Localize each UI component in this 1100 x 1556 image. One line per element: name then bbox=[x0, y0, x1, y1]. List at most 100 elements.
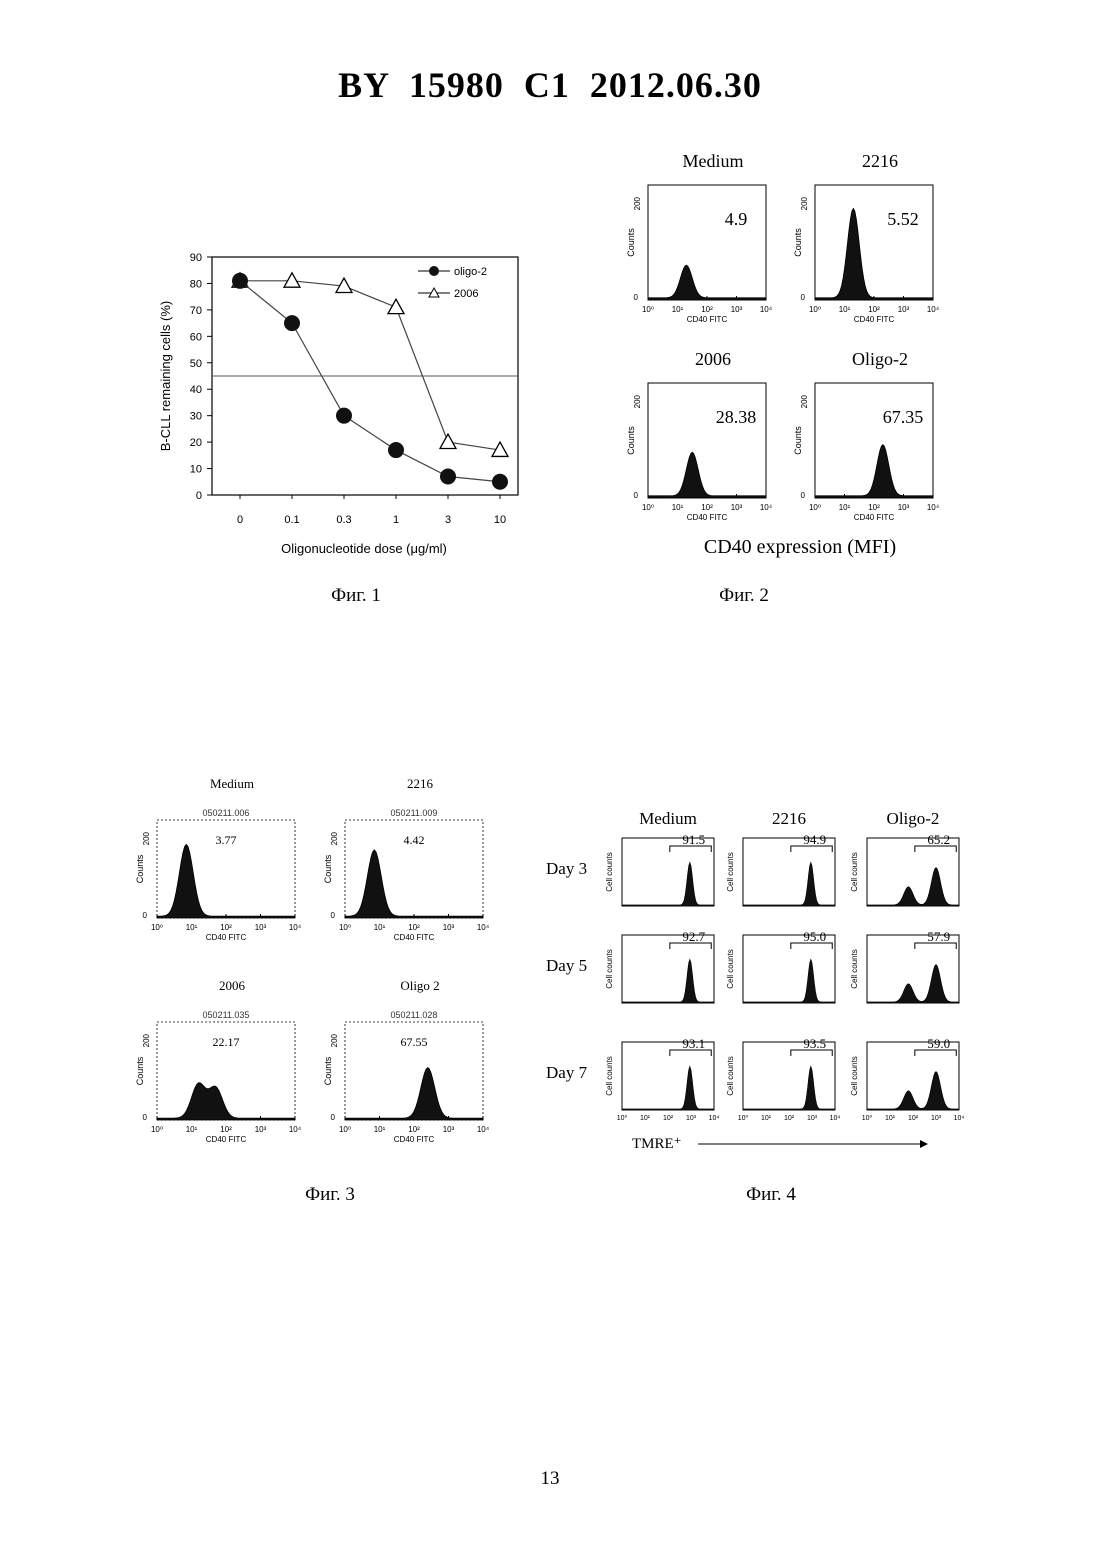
y-axis-label: Counts bbox=[135, 1056, 145, 1085]
y-tick-label: 10 bbox=[190, 464, 202, 476]
tmre-histogram-panel: Cell counts57.9 bbox=[850, 929, 959, 1003]
x-tick-label: 10⁴ bbox=[709, 1115, 720, 1122]
y-tick-label: 40 bbox=[190, 384, 202, 396]
tmre-histogram-panel: Cell counts93.110⁰10¹10²10³10⁴ bbox=[605, 1036, 719, 1122]
panel-value: 4.9 bbox=[725, 209, 748, 229]
x-tick-label: 0 bbox=[237, 514, 243, 526]
x-tick-label: 10¹ bbox=[186, 923, 198, 932]
panel-title: Oligo-2 bbox=[852, 349, 908, 369]
document-header: BY 15980 C1 2012.06.30 bbox=[0, 64, 1100, 106]
panel-title: 2216 bbox=[407, 776, 434, 791]
y-axis-label: Counts bbox=[793, 426, 803, 455]
data-point-oligo-2 bbox=[440, 468, 456, 484]
x-tick-label: 10⁰ bbox=[617, 1114, 628, 1122]
y-min-label: 0 bbox=[801, 293, 806, 302]
x-tick-label: 10² bbox=[784, 1115, 795, 1122]
x-tick-label: 10² bbox=[663, 1115, 674, 1122]
x-tick-label: 10² bbox=[868, 503, 880, 512]
x-tick-label: 10⁴ bbox=[760, 503, 773, 512]
x-tick-label: 10⁰ bbox=[642, 305, 654, 314]
histogram-fill bbox=[867, 965, 959, 1003]
panel-value: 22.17 bbox=[213, 1035, 240, 1049]
row-title: Day 7 bbox=[546, 1063, 588, 1082]
gate-value: 65.2 bbox=[927, 832, 950, 847]
page-number: 13 bbox=[0, 1468, 1100, 1490]
panel-frame bbox=[743, 935, 835, 1003]
panel-title: Oligo 2 bbox=[400, 978, 439, 993]
x-tick-label: 10³ bbox=[686, 1115, 697, 1122]
y-axis-label: Cell counts bbox=[726, 1056, 735, 1096]
y-axis-label: Counts bbox=[135, 854, 145, 883]
y-tick-label: 30 bbox=[190, 411, 202, 423]
tmre-histogram-panel: Cell counts59.010⁰10¹10²10³10⁴ bbox=[850, 1036, 964, 1122]
data-point-2006 bbox=[388, 299, 404, 313]
x-tick-label: 10⁰ bbox=[339, 923, 351, 932]
x-tick-label: 10² bbox=[220, 923, 232, 932]
x-tick-label: 10⁰ bbox=[809, 305, 821, 314]
x-axis-label: CD40 FITC bbox=[854, 315, 895, 324]
x-tick-label: 10¹ bbox=[374, 923, 386, 932]
figure-3-histograms: Medium050211.0062000Counts10⁰10¹10²10³10… bbox=[125, 760, 495, 1160]
figure-2-histograms: Medium2000Counts10⁰10¹10²10³10⁴CD40 FITC… bbox=[610, 155, 960, 565]
x-axis-title: Oligonucleotide dose (μg/ml) bbox=[281, 541, 447, 556]
x-tick-label: 10² bbox=[701, 305, 713, 314]
column-title: 2216 bbox=[772, 809, 806, 828]
panel-value: 4.42 bbox=[404, 833, 425, 847]
x-tick-label: 10⁰ bbox=[809, 503, 821, 512]
panel-value: 28.38 bbox=[716, 407, 757, 427]
histogram-fill bbox=[157, 844, 295, 918]
x-tick-label: 10³ bbox=[898, 503, 910, 512]
x-tick-label: 10³ bbox=[898, 305, 910, 314]
legend-label-2006: 2006 bbox=[454, 288, 478, 300]
histogram-fill bbox=[743, 1066, 835, 1110]
histogram-panel: Oligo-22000Counts10⁰10¹10²10³10⁴CD40 FIT… bbox=[793, 349, 940, 522]
y-axis-label: Counts bbox=[793, 228, 803, 257]
gate-value: 93.5 bbox=[803, 1036, 826, 1051]
x-axis-label: CD40 FITC bbox=[206, 1135, 247, 1144]
gate-value: 93.1 bbox=[682, 1036, 705, 1051]
figure-3-caption: Фиг. 3 bbox=[230, 1184, 430, 1206]
y-min-label: 0 bbox=[634, 293, 639, 302]
x-tick-label: 10⁴ bbox=[477, 1125, 490, 1134]
y-max-label: 200 bbox=[142, 831, 151, 845]
histogram-panel: 2006050211.0352000Counts10⁰10¹10²10³10⁴C… bbox=[135, 978, 302, 1144]
y-tick-label: 20 bbox=[190, 437, 202, 449]
panel-frame bbox=[622, 935, 714, 1003]
x-axis-title: TMRE⁺ bbox=[632, 1136, 682, 1152]
legend-marker-oligo-2 bbox=[429, 266, 439, 276]
tmre-histogram-panel: Cell counts92.7 bbox=[605, 929, 714, 1003]
x-tick-label: 10² bbox=[908, 1115, 919, 1122]
y-axis-label: Counts bbox=[323, 1056, 333, 1085]
y-axis-label: Cell counts bbox=[850, 949, 859, 989]
histogram-fill bbox=[815, 445, 933, 498]
histogram-panel: Medium2000Counts10⁰10¹10²10³10⁴CD40 FITC… bbox=[626, 151, 773, 324]
y-axis-label: Counts bbox=[323, 854, 333, 883]
panel-frame bbox=[648, 185, 766, 300]
x-tick-label: 10 bbox=[494, 514, 506, 526]
y-min-label: 0 bbox=[801, 491, 806, 500]
panel-title: Medium bbox=[683, 151, 744, 171]
x-tick-label: 10³ bbox=[731, 503, 743, 512]
x-tick-label: 10⁴ bbox=[289, 1125, 302, 1134]
panel-file-id: 050211.028 bbox=[391, 1010, 438, 1020]
data-point-oligo-2 bbox=[284, 315, 300, 331]
x-tick-label: 10¹ bbox=[374, 1125, 386, 1134]
data-point-2006 bbox=[284, 273, 300, 287]
histogram-fill bbox=[345, 850, 483, 918]
x-tick-label: 10⁰ bbox=[151, 1125, 163, 1134]
x-tick-label: 10² bbox=[701, 503, 713, 512]
y-axis-label: Cell counts bbox=[605, 1056, 614, 1096]
x-tick-label: 0.3 bbox=[336, 514, 351, 526]
x-tick-label: 10¹ bbox=[839, 503, 851, 512]
x-tick-label: 10⁰ bbox=[151, 923, 163, 932]
x-tick-label: 10⁰ bbox=[339, 1125, 351, 1134]
y-tick-label: 0 bbox=[196, 490, 202, 502]
y-max-label: 200 bbox=[330, 1033, 339, 1047]
panel-frame bbox=[622, 1042, 714, 1110]
panel-frame bbox=[622, 838, 714, 906]
x-tick-label: 10¹ bbox=[885, 1115, 896, 1122]
histogram-panel: 2216050211.0092000Counts10⁰10¹10²10³10⁴C… bbox=[323, 776, 490, 942]
x-axis-label: CD40 FITC bbox=[394, 933, 435, 942]
figure-4-histogram-grid: Medium2216Oligo-2Day 3Cell counts91.5Cel… bbox=[540, 800, 980, 1160]
x-tick-label: 0.1 bbox=[284, 514, 299, 526]
